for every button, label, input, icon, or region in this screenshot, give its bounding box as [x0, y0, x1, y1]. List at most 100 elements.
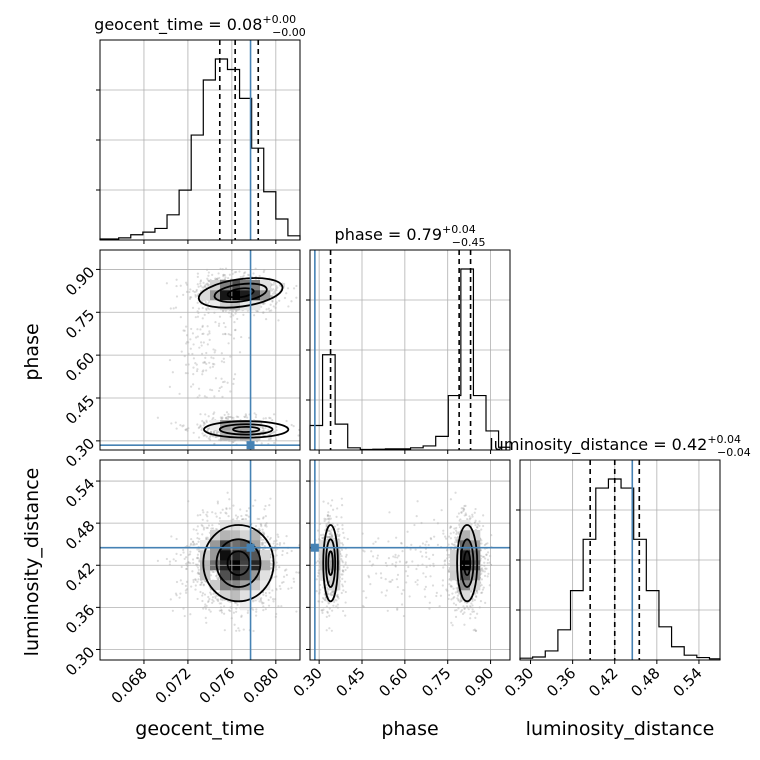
scatter-point-2-1-2844	[474, 629, 478, 632]
scatter-point-2-0-358	[156, 559, 159, 562]
scatter-point-1-0-2470	[175, 284, 178, 288]
scatter-point-1-0-2092	[222, 273, 225, 276]
scatter-point-2-0-1540	[242, 628, 245, 631]
scatter-point-2-1-2750	[324, 597, 328, 600]
scatter-point-2-1-382	[463, 504, 466, 508]
scatter-point-2-1-2994	[468, 515, 471, 518]
scatter-point-2-0-3196	[267, 598, 270, 602]
scatter-point-2-0-3306	[197, 557, 200, 560]
scatter-point-1-0-994	[219, 416, 222, 419]
scatter-point-2-1-356	[481, 570, 485, 573]
scatter-point-1-0-590	[225, 416, 228, 419]
scatter-point-1-0-3160	[216, 277, 219, 280]
scatter-point-2-0-3416	[191, 570, 194, 573]
scatter-point-1-0-3404	[174, 306, 178, 309]
scatter-point-1-0-1836	[262, 429, 265, 433]
scatter-point-2-0-2442	[252, 608, 255, 611]
scatter-point-2-0-2200	[244, 513, 247, 517]
scatter-point-1-0-794	[262, 427, 265, 431]
scatter-point-1-0-1696	[207, 427, 210, 431]
scatter-point-1-0-546	[261, 426, 264, 429]
scatter-point-2-1-2082	[316, 560, 319, 563]
scatter-point-2-0-1836	[262, 517, 265, 520]
scatter-point-1-0-306	[202, 421, 205, 424]
scatter-point-1-0-1638	[199, 279, 203, 282]
scatter-point-2-1-1540	[473, 628, 476, 631]
scatter-point-2-0-3026	[218, 591, 221, 594]
scatter-point-2-1-58	[464, 504, 467, 507]
scatter-point-2-0-1876	[268, 538, 272, 541]
scatter-point-1-0-3372	[218, 322, 221, 325]
scatter-point-2-1-1956	[332, 604, 335, 607]
scatter-point-2-0-2930	[280, 605, 283, 608]
scatter-point-1-0-1948	[223, 413, 226, 417]
scatter-point-2-0-2340	[235, 517, 239, 520]
scatter-point-2-0-108	[185, 580, 189, 583]
scatter-point-2-0-1342	[261, 543, 264, 546]
scatter-point-2-1-666	[326, 535, 329, 538]
scatter-point-1-0-3256	[218, 386, 221, 390]
scatter-point-2-0-550	[262, 538, 265, 541]
scatter-point-2-0-860	[175, 594, 178, 597]
scatter-point-2-1-2704	[456, 590, 459, 593]
scatter-point-1-0-324	[272, 288, 275, 291]
scatter-point-2-1-726	[337, 535, 341, 538]
scatter-point-2-0-3288	[196, 536, 199, 540]
scatter-point-2-0-3240	[201, 594, 204, 597]
scatter-point-1-0-622	[241, 275, 244, 279]
scatter-point-1-0-3318	[214, 321, 217, 324]
scatter-point-2-1-1920	[336, 595, 339, 598]
scatter-point-2-0-372	[264, 524, 267, 527]
scatter-point-1-0-2616	[205, 419, 208, 422]
scatter-point-1-0-0	[295, 284, 298, 288]
scatter-point-2-1-2560	[341, 609, 345, 613]
scatter-point-1-0-3376	[229, 333, 232, 336]
scatter-point-2-1-2154	[482, 524, 485, 528]
scatter-point-1-0-1176	[278, 299, 281, 302]
scatter-point-2-1-2882	[455, 532, 458, 536]
scatter-point-2-0-3442	[194, 578, 197, 581]
scatter-point-2-1-1184	[465, 605, 469, 608]
scatter-point-2-0-950	[197, 568, 200, 571]
scatter-point-1-0-46	[270, 309, 273, 312]
scatter-point-2-0-2170	[209, 593, 213, 596]
scatter-point-2-0-2432	[216, 576, 219, 579]
scatter-point-2-1-442	[452, 597, 455, 600]
scatter-point-2-0-3304	[183, 614, 186, 618]
scatter-point-1-0-3332	[206, 343, 209, 346]
scatter-point-2-1-2282	[326, 600, 329, 603]
scatter-point-2-0-512	[283, 569, 287, 572]
scatter-point-1-0-2474	[204, 300, 207, 303]
scatter-point-1-0-3288	[196, 328, 199, 331]
scatter-point-1-0-2568	[238, 270, 241, 273]
scatter-point-1-0-1828	[208, 308, 211, 311]
scatter-point-2-1-708	[335, 594, 339, 597]
scatter-point-2-0-394	[174, 559, 177, 563]
scatter-point-1-0-930	[264, 426, 267, 430]
scatter-point-2-0-94	[209, 610, 212, 613]
scatter-point-2-0-3390	[201, 518, 204, 521]
scatter-point-2-1-1312	[335, 605, 338, 608]
scatter-point-1-0-3326	[201, 332, 204, 336]
scatter-point-2-0-1266	[211, 524, 214, 527]
scatter-point-1-0-3410	[194, 316, 197, 319]
scatter-point-2-0-3424	[192, 542, 196, 545]
scatter-point-1-0-974	[287, 305, 290, 308]
scatter-point-2-0-2536	[175, 580, 179, 584]
scatter-point-2-1-1362	[327, 602, 330, 605]
scatter-point-1-0-3252	[221, 395, 224, 399]
scatter-point-2-0-3370	[196, 566, 200, 569]
scatter-point-2-0-468	[258, 527, 261, 531]
scatter-point-2-1-104	[337, 530, 340, 533]
scatter-point-2-0-1762	[201, 533, 204, 536]
scatter-point-2-0-348	[208, 597, 211, 601]
scatter-point-1-0-3250	[220, 377, 223, 380]
scatter-point-1-0-2204	[208, 280, 211, 283]
scatter-point-2-1-1448	[322, 537, 325, 540]
scatter-point-2-1-1904	[463, 611, 466, 614]
scatter-point-1-0-2550	[277, 319, 280, 322]
scatter-point-2-1-2880	[470, 590, 473, 593]
scatter-point-2-0-2198	[262, 593, 265, 596]
scatter-point-1-0-3396	[206, 333, 209, 336]
scatter-point-1-0-1192	[295, 296, 298, 299]
